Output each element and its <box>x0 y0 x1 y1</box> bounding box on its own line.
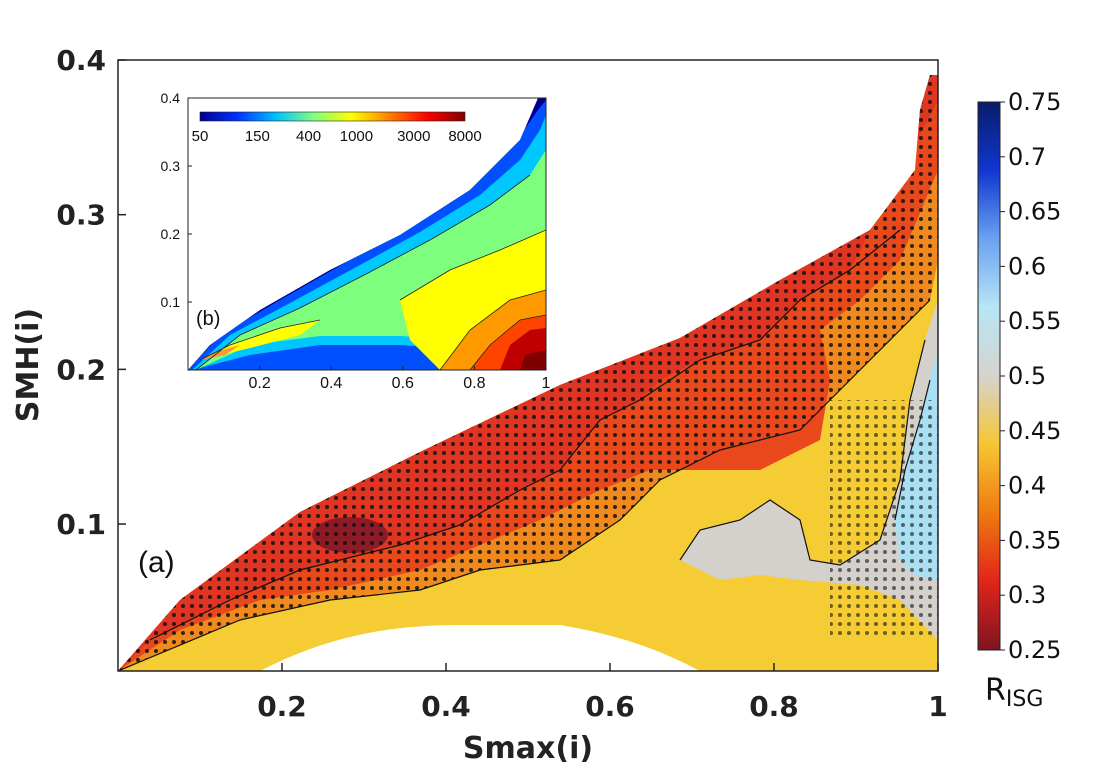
colorbar-tick-label: 0.7 <box>1008 143 1046 171</box>
main-axes-frame <box>117 59 939 672</box>
colorbar-label-sub: ISG <box>1006 687 1044 712</box>
colorbar-tick-label: 0.4 <box>1008 472 1046 500</box>
inset-colorbar-tick-label: 150 <box>245 128 270 145</box>
no-data-region <box>260 625 700 671</box>
inset-y-tick-label: 0.4 <box>161 90 181 106</box>
inset-x-tick-label: 1 <box>542 375 551 392</box>
colorbar-tick-label: 0.5 <box>1008 362 1046 390</box>
inset-colorbar-tick-label: 400 <box>296 128 321 145</box>
colorbar-bar <box>977 101 1001 651</box>
inset-y-tick-label: 0.3 <box>161 158 181 174</box>
panel-label-a: (a) <box>138 546 175 579</box>
inset-y-tick-label: 0.2 <box>161 226 181 242</box>
inset-colorbar-ticks: 50 150 400 1000 3000 8000 <box>192 128 482 145</box>
main-y-axis-label: SMH(i) <box>11 308 46 422</box>
inset-x-tick-label: 0.2 <box>248 375 270 392</box>
panel-label-b: (b) <box>196 308 220 330</box>
main-x-tick-label: 1 <box>928 690 947 723</box>
colorbar-tick-label: 0.35 <box>1008 526 1061 554</box>
inset-colorbar-tick-label: 1000 <box>340 128 373 145</box>
inset-y-tick-label: 0.1 <box>161 294 181 310</box>
inset-colorbar-tick-label: 8000 <box>448 128 481 145</box>
main-x-tick-label: 0.2 <box>257 690 307 723</box>
main-y-tick-label: 0.2 <box>56 353 106 386</box>
inset-x-tick-label: 0.6 <box>392 375 414 392</box>
inset-colorbar-bar <box>199 111 466 122</box>
inset-colorbar-tick-label: 50 <box>192 128 209 145</box>
main-x-axis-label: Smax(i) <box>463 731 593 766</box>
main-y-tick-label: 0.3 <box>56 199 106 232</box>
colorbar-tick-label: 0.65 <box>1008 198 1061 226</box>
colorbar-tick-label: 0.75 <box>1008 88 1061 116</box>
colorbar-label: RISG <box>985 673 1043 712</box>
main-y-tick-label: 0.1 <box>56 508 106 541</box>
main-y-ticks: 0.1 0.2 0.3 0.4 <box>56 44 126 541</box>
main-x-ticks: 0.2 0.4 0.6 0.8 1 <box>257 663 948 723</box>
main-y-tick-label: 0.4 <box>56 44 106 77</box>
colorbar-tick-label: 0.3 <box>1008 581 1046 609</box>
colorbar-label-main: R <box>985 673 1006 708</box>
main-x-tick-label: 0.8 <box>749 690 799 723</box>
inset-x-tick-label: 0.4 <box>320 375 342 392</box>
colorbar-tick-label: 0.55 <box>1008 307 1061 335</box>
colorbar-tick-label: 0.6 <box>1008 252 1046 280</box>
colorbar-ticks: 0.75 0.7 0.65 0.6 0.55 0.5 0.45 0.4 0.35 0.3 0.25 <box>1000 88 1061 664</box>
colorbar: 0.750.70.650.60.550.50.450.40.350.30.25 … <box>977 88 1061 712</box>
main-x-tick-label: 0.6 <box>585 690 635 723</box>
inset-x-tick-label: 0.8 <box>463 375 485 392</box>
inset-colorbar-tick-label: 3000 <box>397 128 430 145</box>
inset-x-ticks: 0.2 0.4 0.6 0.8 1 <box>248 366 551 392</box>
colorbar-tick-label: 0.25 <box>1008 636 1061 664</box>
main-x-tick-label: 0.4 <box>421 690 471 723</box>
inset-y-ticks: 0.1 0.2 0.3 0.4 <box>161 90 192 310</box>
colorbar-tick-label: 0.45 <box>1008 417 1061 445</box>
inset-panel: 50 150 400 1000 3000 8000 0.2 0.4 0.6 0.8 1 0.10.… <box>161 90 551 392</box>
